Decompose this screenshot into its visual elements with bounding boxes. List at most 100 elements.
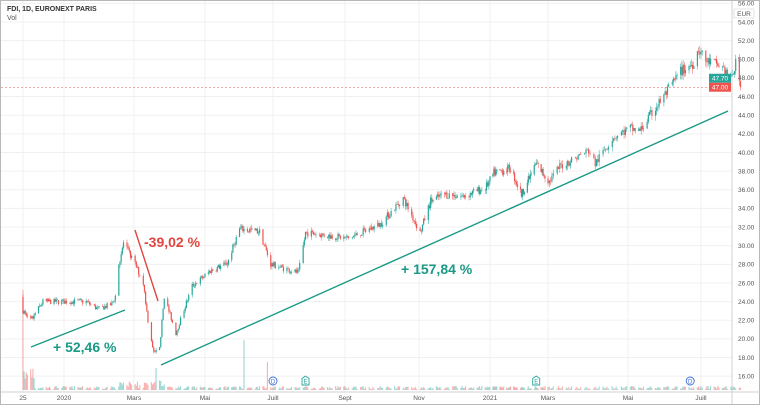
candle-body[interactable] [320, 234, 322, 238]
candle-body[interactable] [153, 347, 155, 352]
candle-body[interactable] [622, 130, 624, 132]
candle-body[interactable] [25, 313, 27, 316]
candle-body[interactable] [424, 218, 426, 221]
candle-body[interactable] [598, 154, 600, 163]
candle-body[interactable] [594, 157, 596, 167]
candle-body[interactable] [89, 301, 91, 305]
candle-body[interactable] [79, 299, 81, 301]
candle-body[interactable] [389, 216, 391, 219]
candle-body[interactable] [346, 236, 349, 237]
candle-body[interactable] [195, 283, 197, 286]
candle-body[interactable] [692, 65, 694, 69]
candle-body[interactable] [227, 259, 230, 265]
candle-body[interactable] [39, 305, 41, 307]
candle-body[interactable] [470, 192, 472, 195]
candle-body[interactable] [22, 296, 24, 314]
candle-body[interactable] [168, 305, 170, 312]
candle-body[interactable] [242, 225, 244, 232]
candle-body[interactable] [311, 230, 314, 232]
candle-body[interactable] [431, 197, 433, 202]
candle-body[interactable] [455, 197, 457, 199]
candle-body[interactable] [577, 155, 579, 160]
candle-body[interactable] [196, 283, 198, 284]
candle-body[interactable] [147, 310, 149, 323]
candle-body[interactable] [356, 233, 358, 236]
candle-body[interactable] [183, 311, 185, 318]
candle-body[interactable] [437, 194, 439, 197]
candle-body[interactable] [603, 149, 605, 151]
candle-body[interactable] [657, 106, 659, 108]
candle-body[interactable] [690, 65, 693, 66]
candle-body[interactable] [527, 176, 529, 183]
candle-body[interactable] [615, 137, 617, 139]
candle-body[interactable] [403, 197, 406, 199]
candle-body[interactable] [405, 198, 407, 207]
candle-body[interactable] [90, 304, 92, 305]
candle-body[interactable] [121, 247, 123, 255]
candle-body[interactable] [122, 242, 125, 248]
candle-body[interactable] [488, 181, 490, 187]
candle-body[interactable] [150, 322, 153, 341]
candle-body[interactable] [171, 320, 174, 323]
candle-body[interactable] [272, 263, 274, 267]
candle-body[interactable] [432, 199, 434, 202]
candle-body[interactable] [98, 306, 100, 308]
candle-body[interactable] [93, 304, 95, 306]
candle-body[interactable] [585, 149, 587, 154]
candle-body[interactable] [411, 209, 413, 216]
candle-body[interactable] [574, 157, 577, 159]
candle-body[interactable] [118, 264, 120, 296]
candle-body[interactable] [530, 173, 532, 175]
candle-body[interactable] [281, 265, 283, 267]
candle-body[interactable] [259, 229, 261, 233]
candle-body[interactable] [251, 228, 253, 230]
candle-body[interactable] [559, 163, 561, 169]
candle-body[interactable] [536, 162, 538, 164]
candle-body[interactable] [294, 269, 296, 273]
candle-body[interactable] [378, 222, 380, 227]
candle-body[interactable] [663, 94, 665, 103]
candle-body[interactable] [202, 276, 204, 279]
candle-body[interactable] [111, 302, 113, 306]
candle-body[interactable] [464, 196, 467, 198]
candle-body[interactable] [484, 189, 486, 191]
candle-body[interactable] [322, 233, 324, 235]
candle-body[interactable] [82, 300, 84, 304]
candle-body[interactable] [86, 300, 88, 302]
candle-body[interactable] [45, 299, 47, 301]
candle-body[interactable] [700, 51, 702, 55]
candle-body[interactable] [708, 58, 710, 65]
candle-body[interactable] [689, 65, 691, 67]
candle-body[interactable] [427, 205, 429, 221]
candle-body[interactable] [580, 154, 582, 155]
candle-body[interactable] [630, 124, 633, 126]
candle-body[interactable] [274, 262, 276, 269]
candle-body[interactable] [363, 228, 366, 230]
candle-body[interactable] [548, 180, 550, 184]
candle-body[interactable] [200, 276, 203, 278]
dividend-event-icon[interactable] [268, 376, 278, 386]
candle-body[interactable] [337, 233, 339, 240]
candle-body[interactable] [73, 299, 76, 304]
candle-body[interactable] [454, 194, 456, 199]
candle-body[interactable] [303, 239, 305, 245]
candle-body[interactable] [614, 138, 616, 140]
candle-body[interactable] [61, 300, 63, 304]
candle-body[interactable] [512, 171, 515, 173]
candle-body[interactable] [155, 350, 157, 352]
candle-body[interactable] [519, 186, 522, 190]
candle-body[interactable] [33, 314, 35, 319]
candle-body[interactable] [209, 271, 212, 273]
candle-body[interactable] [70, 302, 72, 305]
candle-body[interactable] [421, 224, 424, 232]
candle-body[interactable] [62, 299, 64, 301]
candle-body[interactable] [215, 270, 217, 272]
candle-body[interactable] [380, 223, 382, 227]
candle-body[interactable] [584, 153, 586, 155]
candle-body[interactable] [447, 198, 449, 199]
candle-body[interactable] [142, 275, 144, 285]
candle-body[interactable] [351, 237, 353, 239]
candle-body[interactable] [97, 307, 99, 308]
candle-body[interactable] [338, 233, 340, 236]
candle-body[interactable] [739, 80, 742, 88]
